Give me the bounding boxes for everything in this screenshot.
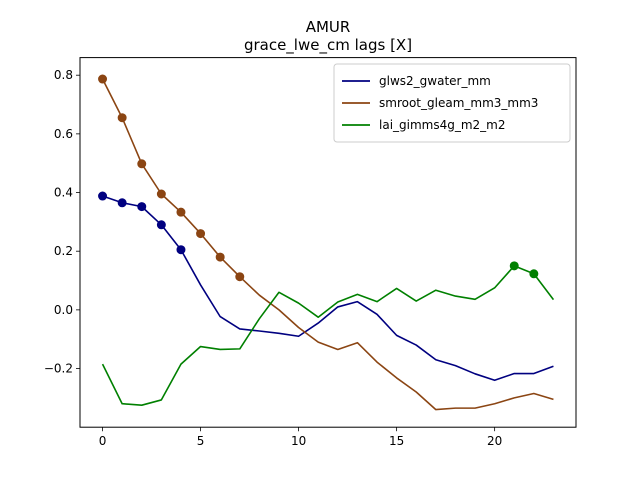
x-tick-label: 10	[291, 434, 306, 448]
y-tick-label: 0.6	[54, 127, 73, 141]
series-3-marker	[509, 261, 519, 271]
series-1-marker	[117, 198, 127, 208]
series-line-3	[101, 265, 555, 407]
series-line-1	[102, 195, 554, 382]
series-2-marker	[215, 252, 225, 262]
chart-subtitle: grace_lwe_cm lags [X]	[244, 36, 412, 55]
x-tick-label: 20	[487, 434, 502, 448]
series-2-marker	[235, 272, 245, 282]
series-2-marker	[176, 207, 186, 217]
legend-label: glws2_gwater_mm	[379, 74, 491, 88]
legend-label: lai_gimms4g_m2_m2	[379, 118, 506, 132]
series-2-marker	[137, 159, 147, 169]
series-1-marker	[98, 191, 108, 201]
y-tick-label: 0.4	[54, 186, 73, 200]
y-tick-label: 0.8	[54, 68, 73, 82]
series-2-marker	[117, 113, 127, 123]
series-1-marker	[176, 245, 186, 255]
series-1-marker	[137, 202, 147, 212]
series-1-marker	[156, 220, 166, 230]
series-3-marker	[529, 269, 539, 279]
x-tick-label: 15	[389, 434, 404, 448]
chart-title: AMUR	[306, 18, 351, 36]
legend-label: smroot_gleam_mm3_mm3	[379, 96, 538, 110]
x-tick-label: 5	[197, 434, 205, 448]
series-2-marker	[196, 229, 206, 239]
series-2-marker	[98, 74, 108, 84]
y-tick-label: 0.0	[54, 303, 73, 317]
legend: glws2_gwater_mm smroot_gleam_mm3_mm3 lai_g…	[333, 63, 571, 143]
plot-area-frame	[79, 57, 577, 428]
y-tick-label: 0.2	[54, 244, 73, 258]
y-tick-label: −0.2	[44, 362, 73, 376]
series-2-marker	[156, 189, 166, 199]
legend-box	[333, 63, 571, 143]
x-tick-label: 0	[99, 434, 107, 448]
